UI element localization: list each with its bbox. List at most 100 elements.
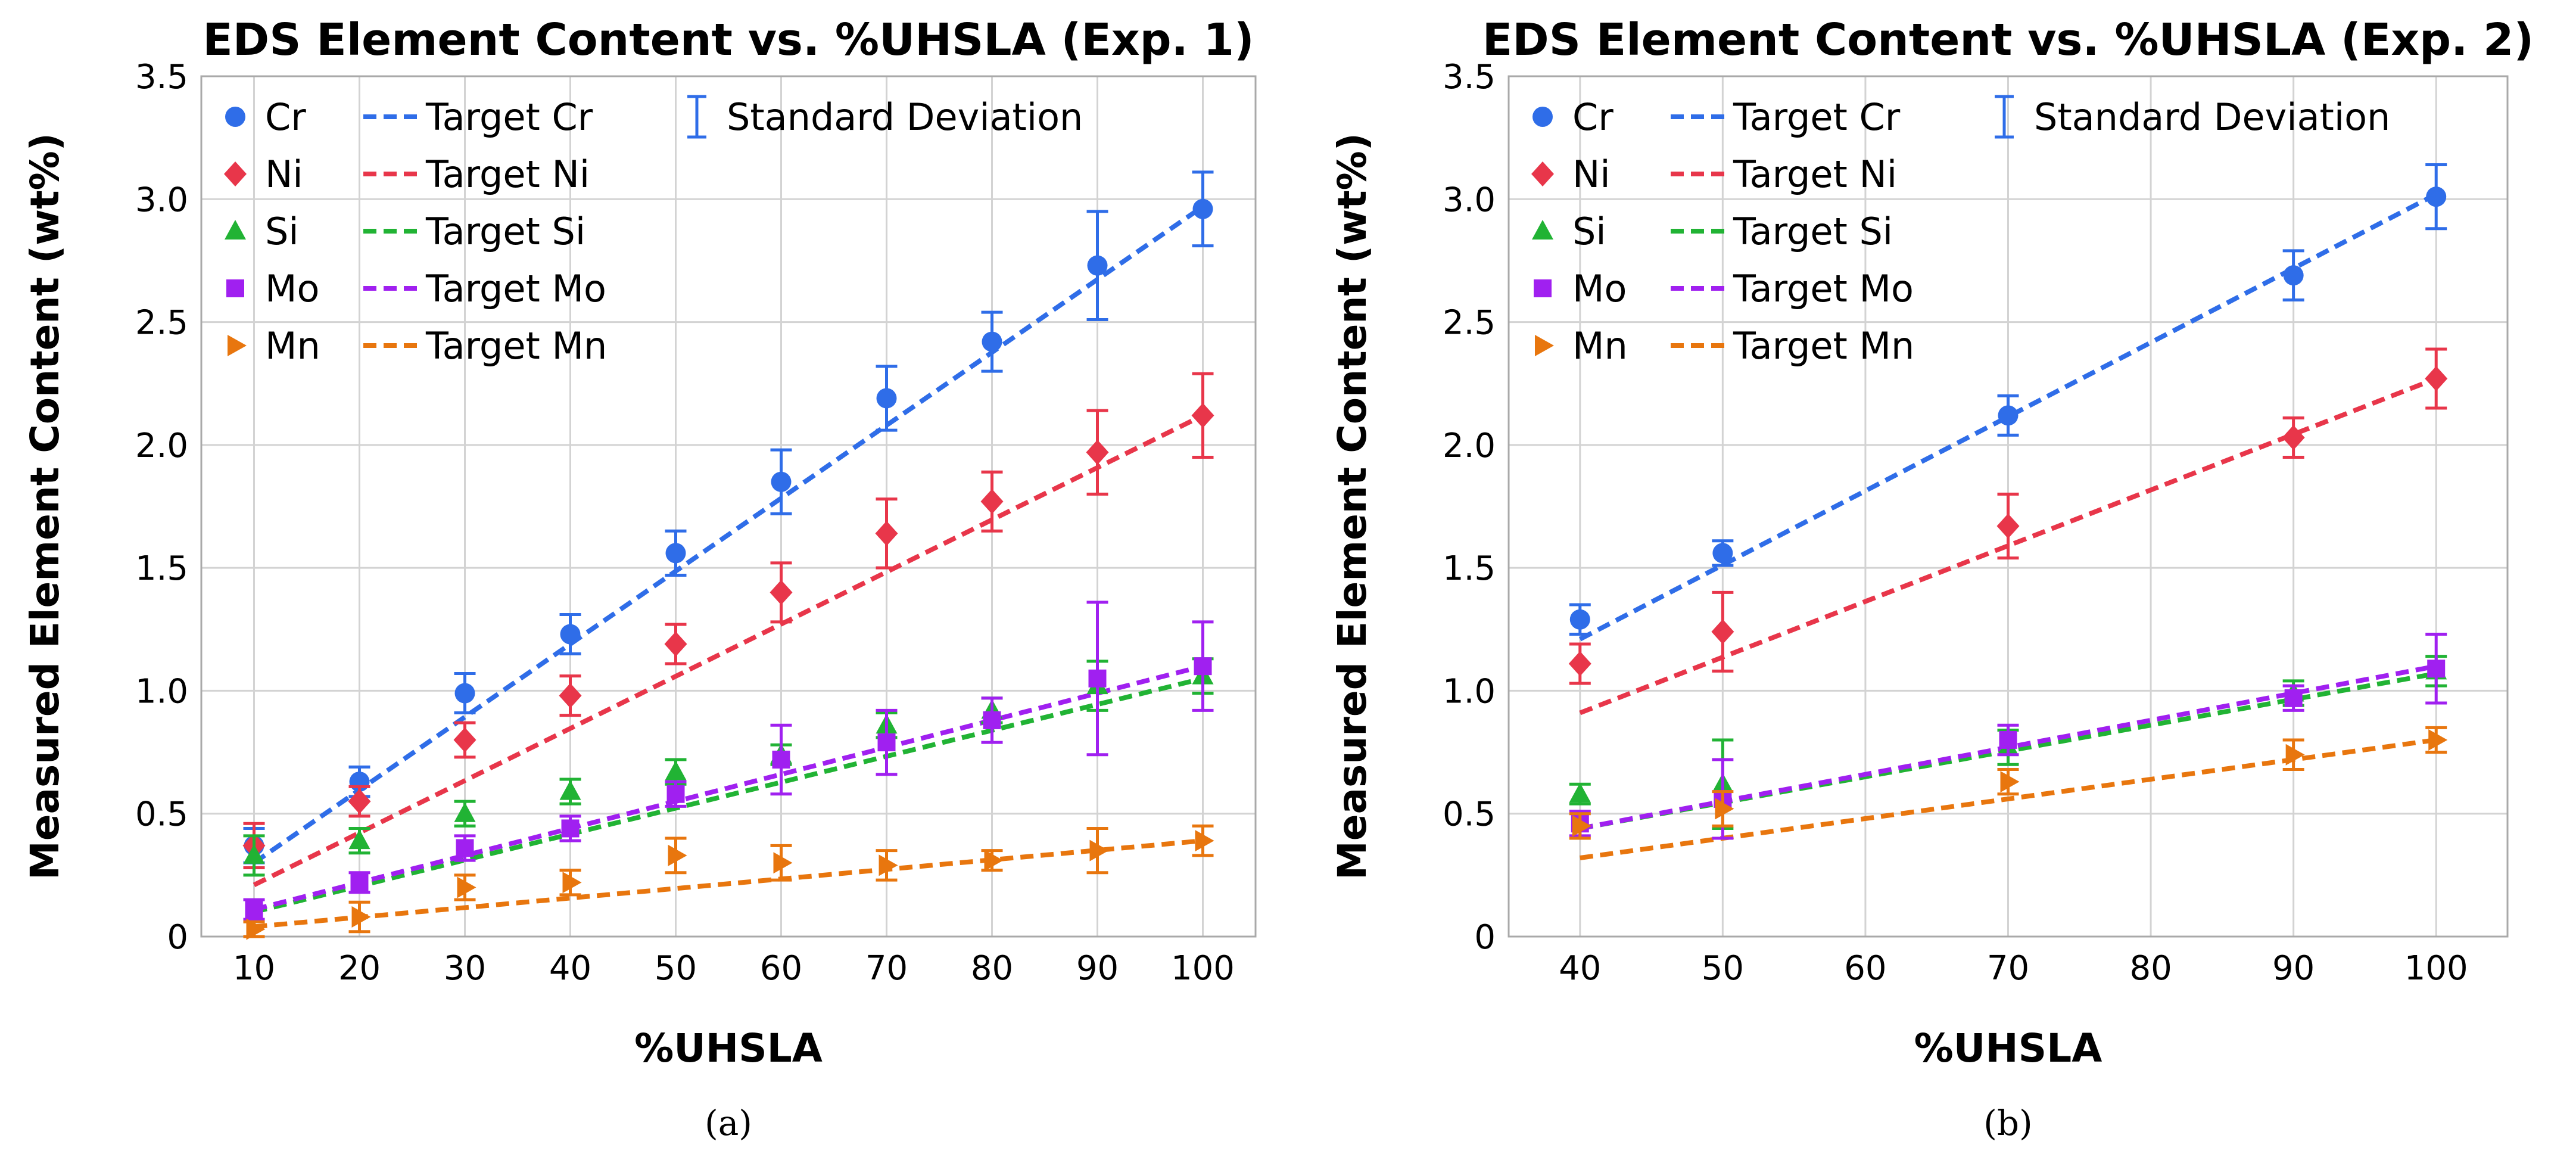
- legend-marker-si: [1532, 220, 1553, 240]
- data-point-mn: [668, 844, 687, 866]
- legend-label-target-mn: Target Mn: [425, 324, 607, 368]
- data-point-mn: [1195, 830, 1214, 852]
- data-point-cr: [1569, 609, 1590, 630]
- x-tick-label: 90: [1076, 949, 1119, 988]
- data-point-mn: [1715, 798, 1734, 820]
- data-point-mo: [877, 733, 896, 752]
- data-point-mo: [983, 711, 1001, 729]
- data-point-si: [243, 844, 265, 864]
- x-axis-label: %UHSLA: [1914, 1025, 2102, 1071]
- y-tick-label: 0: [167, 918, 188, 957]
- chart-title: EDS Element Content vs. %UHSLA (Exp. 1): [203, 14, 1254, 66]
- data-point-cr: [2426, 186, 2447, 207]
- legend-label-target-mo: Target Mo: [425, 267, 606, 310]
- data-point-ni: [1568, 651, 1591, 677]
- data-point-mo: [561, 819, 580, 838]
- y-tick-label: 1.5: [1443, 549, 1496, 588]
- legend: Cr Target Cr Ni Target Ni Si Target Si Mo Targe…: [224, 95, 1083, 368]
- legend-label-target-mo: Target Mo: [1733, 267, 1914, 310]
- data-point-cr: [665, 543, 686, 564]
- legend-label-std: Standard Deviation: [727, 95, 1083, 139]
- legend-marker-mn: [228, 335, 247, 356]
- data-point-mo: [1088, 669, 1107, 688]
- legend-marker-mo: [226, 279, 244, 297]
- data-point-mn: [457, 876, 476, 898]
- legend-label-mn: Mn: [265, 324, 320, 368]
- legend-marker-mo: [1534, 279, 1552, 297]
- data-point-mo: [456, 839, 474, 857]
- data-point-cr: [1192, 198, 1213, 219]
- data-point-mn: [2285, 744, 2305, 766]
- x-tick-label: 50: [655, 949, 697, 988]
- y-tick-label: 2.0: [1443, 427, 1496, 465]
- legend-label-target-cr: Target Cr: [425, 95, 593, 139]
- data-point-ni: [453, 727, 476, 752]
- x-axis-label: %UHSLA: [634, 1025, 823, 1071]
- x-tick-label: 10: [233, 949, 275, 988]
- data-point-mo: [1999, 730, 2017, 749]
- x-tick-label: 60: [760, 949, 802, 988]
- x-tick-label: 100: [2404, 949, 2468, 988]
- data-point-mn: [351, 906, 371, 928]
- data-point-cr: [560, 624, 581, 645]
- data-point-mn: [879, 854, 898, 876]
- legend-label-ni: Ni: [1572, 153, 1611, 196]
- x-tick-label: 70: [1987, 949, 2029, 988]
- data-point-ni: [1996, 514, 2020, 539]
- legend-label-std: Standard Deviation: [2034, 95, 2390, 139]
- y-tick-label: 0.5: [135, 795, 188, 834]
- data-point-mn: [2000, 771, 2020, 793]
- y-tick-label: 3.0: [1443, 181, 1496, 219]
- x-tick-label: 80: [971, 949, 1013, 988]
- data-point-si: [454, 802, 476, 822]
- legend-marker-cr: [225, 107, 245, 127]
- y-tick-label: 3.0: [135, 181, 188, 219]
- legend-label-si: Si: [265, 210, 299, 253]
- legend-label-si: Si: [1572, 210, 1606, 253]
- x-tick-label: 90: [2272, 949, 2315, 988]
- data-point-ni: [1711, 619, 1734, 645]
- data-point-cr: [454, 683, 475, 704]
- data-point-ni: [664, 632, 687, 657]
- data-point-mo: [772, 750, 790, 769]
- x-tick-label: 100: [1171, 949, 1235, 988]
- plot-frame: [200, 75, 1257, 938]
- data-point-mn: [773, 852, 793, 874]
- data-point-mo: [666, 785, 685, 803]
- legend-label-cr: Cr: [1572, 95, 1613, 139]
- legend-label-target-ni: Target Ni: [425, 153, 590, 196]
- y-axis-label: Measured Element Content (wt%): [22, 133, 68, 880]
- data-point-ni: [2425, 366, 2448, 391]
- target-line-ni: [253, 413, 1204, 887]
- legend-marker-si: [225, 220, 246, 240]
- legend-label-mn: Mn: [1572, 324, 1628, 368]
- data-point-si: [1569, 782, 1591, 803]
- legend-label-ni: Ni: [265, 153, 303, 196]
- x-tick-label: 40: [549, 949, 591, 988]
- y-tick-label: 2.5: [135, 304, 188, 343]
- figure-caption: (b): [1983, 1103, 2032, 1143]
- legend-label-target-si: Target Si: [1733, 210, 1893, 253]
- data-point-ni: [348, 789, 371, 814]
- data-point-cr: [771, 471, 792, 492]
- y-tick-label: 0: [1474, 918, 1496, 957]
- data-point-cr: [1087, 255, 1108, 276]
- x-tick-label: 50: [1702, 949, 1744, 988]
- data-point-si: [348, 829, 370, 850]
- plot-frame: [1507, 75, 2509, 938]
- legend-label-target-ni: Target Ni: [1733, 153, 1897, 196]
- data-point-si: [665, 760, 687, 780]
- legend-label-target-si: Target Si: [425, 210, 585, 253]
- legend-label-target-mn: Target Mn: [1733, 324, 1914, 368]
- legend-label-mo: Mo: [1572, 267, 1627, 310]
- legend-label-cr: Cr: [265, 95, 306, 139]
- data-point-mo: [245, 900, 263, 919]
- y-tick-label: 3.5: [135, 58, 188, 97]
- data-point-si: [559, 780, 581, 800]
- x-tick-label: 30: [444, 949, 486, 988]
- y-tick-label: 0.5: [1443, 795, 1496, 834]
- data-point-cr: [982, 331, 1002, 352]
- data-point-ni: [1191, 403, 1214, 428]
- target-line-si: [253, 676, 1204, 915]
- chart-title: EDS Element Content vs. %UHSLA (Exp. 2): [1482, 14, 2534, 66]
